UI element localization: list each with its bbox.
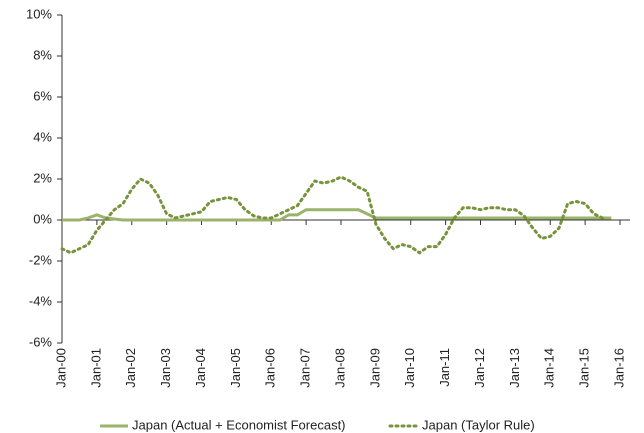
x-tick-label: Jan-09 <box>367 348 382 388</box>
series-line <box>60 175 605 255</box>
x-tick-label: Jan-06 <box>263 348 278 388</box>
y-tick-label: -6% <box>29 334 53 349</box>
x-tick-label: Jan-02 <box>123 348 138 388</box>
x-tick-label: Jan-07 <box>298 348 313 388</box>
x-tick-label: Jan-01 <box>88 348 103 388</box>
y-tick-label: -2% <box>29 252 53 267</box>
x-tick-label: Jan-14 <box>542 348 557 388</box>
x-tick-label: Jan-04 <box>193 348 208 388</box>
y-tick-label: -4% <box>29 293 53 308</box>
x-tick-label: Jan-11 <box>437 348 452 387</box>
y-tick-label: 0% <box>33 211 52 226</box>
x-tick-label: Jan-03 <box>158 348 173 388</box>
legend-label: Japan (Taylor Rule) <box>422 417 535 432</box>
y-tick-label: 10% <box>26 6 52 21</box>
x-tick-label: Jan-10 <box>402 348 417 388</box>
series-line <box>62 208 612 222</box>
x-tick-label: Jan-12 <box>472 348 487 388</box>
x-tick-label: Jan-15 <box>577 348 592 388</box>
x-tick-label: Jan-16 <box>611 348 626 388</box>
y-tick-label: 4% <box>33 129 52 144</box>
legend-label: Japan (Actual + Economist Forecast) <box>132 417 346 432</box>
x-tick-label: Jan-08 <box>332 348 347 388</box>
x-tick-label: Jan-13 <box>507 348 522 388</box>
y-tick-label: 2% <box>33 170 52 185</box>
x-tick-label: Jan-00 <box>53 348 68 388</box>
y-tick-label: 8% <box>33 47 52 62</box>
y-tick-label: 6% <box>33 88 52 103</box>
x-tick-label: Jan-05 <box>228 348 243 388</box>
